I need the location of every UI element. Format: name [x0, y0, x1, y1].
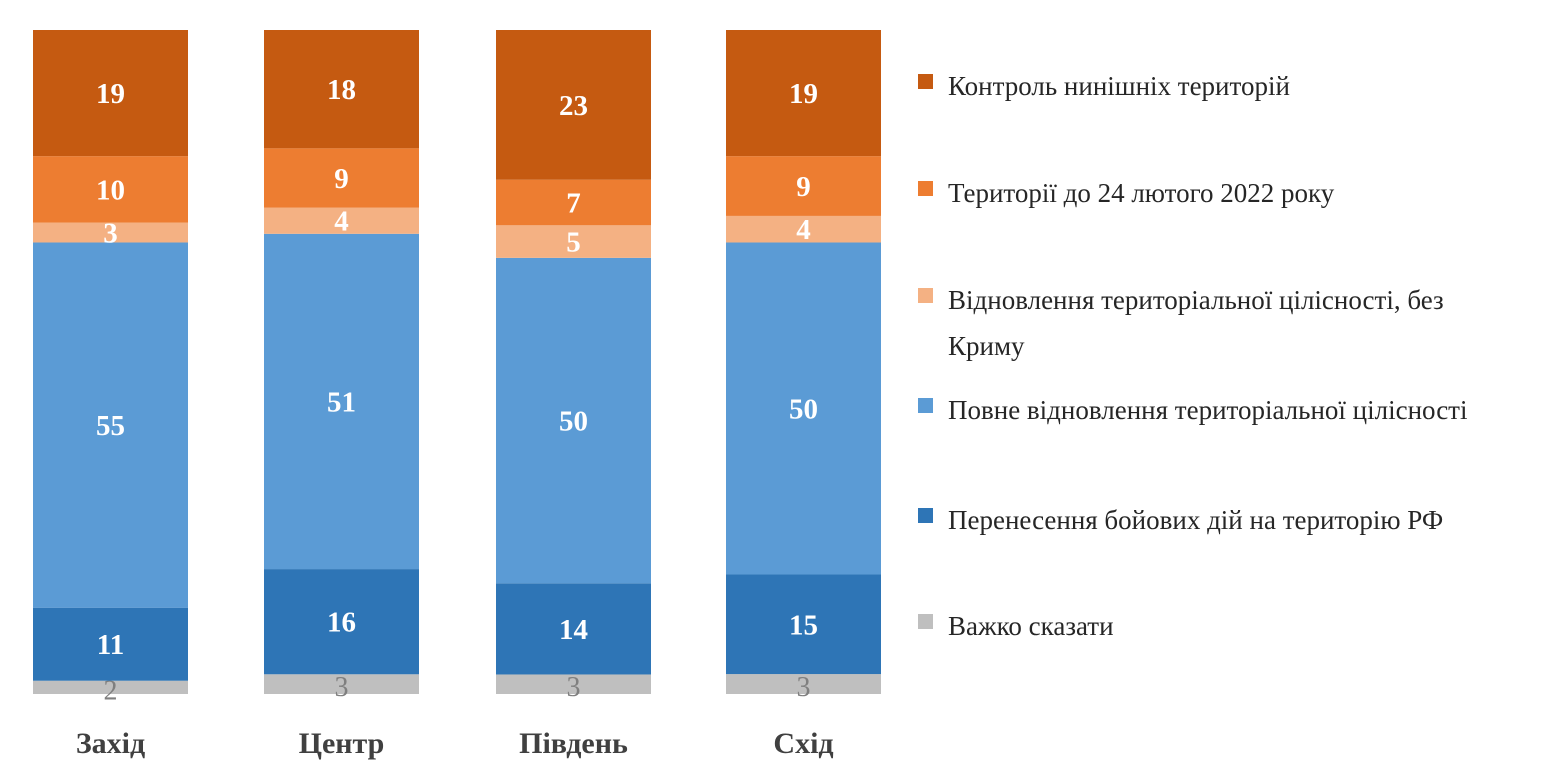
data-label: 3 — [797, 672, 811, 703]
data-label: 50 — [559, 406, 588, 438]
data-label: 9 — [334, 163, 349, 195]
bar-segment — [33, 242, 188, 608]
bar-segment — [496, 583, 651, 675]
bar-segment — [726, 674, 881, 694]
data-label: 23 — [559, 90, 588, 122]
bar-segment — [264, 233, 419, 570]
bar-segment — [264, 30, 419, 149]
data-label: 3 — [335, 672, 349, 703]
bar-segment — [726, 574, 881, 675]
category-label: Схід — [773, 727, 833, 760]
data-label: 15 — [789, 609, 818, 641]
legend-swatch — [918, 398, 933, 413]
data-label: 11 — [97, 629, 124, 661]
data-label: 55 — [96, 410, 125, 442]
data-label: 10 — [96, 174, 125, 206]
legend-label: Перенесення бойових дій на територію РФ — [948, 505, 1444, 535]
bar-segment — [264, 674, 419, 694]
data-label: 14 — [559, 614, 588, 646]
bar-segment — [33, 607, 188, 681]
legend-swatch — [918, 181, 933, 196]
bar-segment — [264, 569, 419, 675]
bar-segment — [496, 674, 651, 694]
bar-segment — [726, 156, 881, 216]
legend-swatch — [918, 74, 933, 89]
bar-segment — [33, 30, 188, 157]
bar-segment — [33, 680, 188, 694]
bar-segment — [726, 30, 881, 157]
data-label: 51 — [327, 386, 356, 418]
bar-segment — [496, 179, 651, 226]
legend-label: Важко сказати — [948, 611, 1114, 641]
bar-segment — [264, 207, 419, 234]
bar-segment — [496, 225, 651, 258]
bar-segment — [496, 30, 651, 180]
data-label: 4 — [334, 206, 349, 238]
data-label: 7 — [566, 188, 581, 220]
bar-segment — [33, 222, 188, 243]
legend-item: Важко сказати — [918, 603, 1508, 649]
data-label: 50 — [789, 393, 818, 425]
category-label: Захід — [76, 727, 145, 760]
stacked-bar-chart: 2 11 55 3 10 19 Захід 3 16 51 4 9 18 Центр 3 14 50 5 7 23 Пі… — [33, 30, 881, 760]
bar-segment — [496, 257, 651, 584]
data-label: 3 — [103, 218, 118, 250]
legend-item: Контроль нинішніх територій — [918, 63, 1508, 109]
data-label: 18 — [327, 74, 356, 106]
legend-swatch — [918, 288, 933, 303]
bar-segment — [726, 215, 881, 243]
data-label: 2 — [104, 675, 118, 706]
legend-item: Відновлення територіальної цілісності, б… — [918, 277, 1508, 369]
legend-swatch — [918, 614, 933, 629]
data-label: 16 — [327, 607, 356, 639]
legend-item: Перенесення бойових дій на територію РФ — [918, 497, 1508, 543]
legend-item: Території до 24 лютого 2022 року — [918, 170, 1508, 216]
legend-item: Повне відновлення територіальної цілісно… — [918, 387, 1508, 433]
data-label: 3 — [567, 672, 581, 703]
legend-label: Повне відновлення територіальної цілісно… — [948, 395, 1468, 425]
bar-segment — [726, 242, 881, 575]
legend-label: Контроль нинішніх територій — [948, 71, 1290, 101]
data-label: 9 — [796, 171, 811, 203]
data-label: 19 — [96, 78, 125, 110]
category-label: Південь — [519, 727, 628, 760]
bar-segment — [264, 148, 419, 208]
data-label: 5 — [566, 227, 581, 259]
data-label: 19 — [789, 78, 818, 110]
bar-segment — [33, 156, 188, 223]
category-label: Центр — [299, 727, 385, 760]
data-label: 4 — [796, 214, 811, 246]
legend-label: Відновлення територіальної цілісності, б… — [948, 285, 1444, 361]
legend-swatch — [918, 508, 933, 523]
legend-label: Території до 24 лютого 2022 року — [948, 178, 1335, 208]
